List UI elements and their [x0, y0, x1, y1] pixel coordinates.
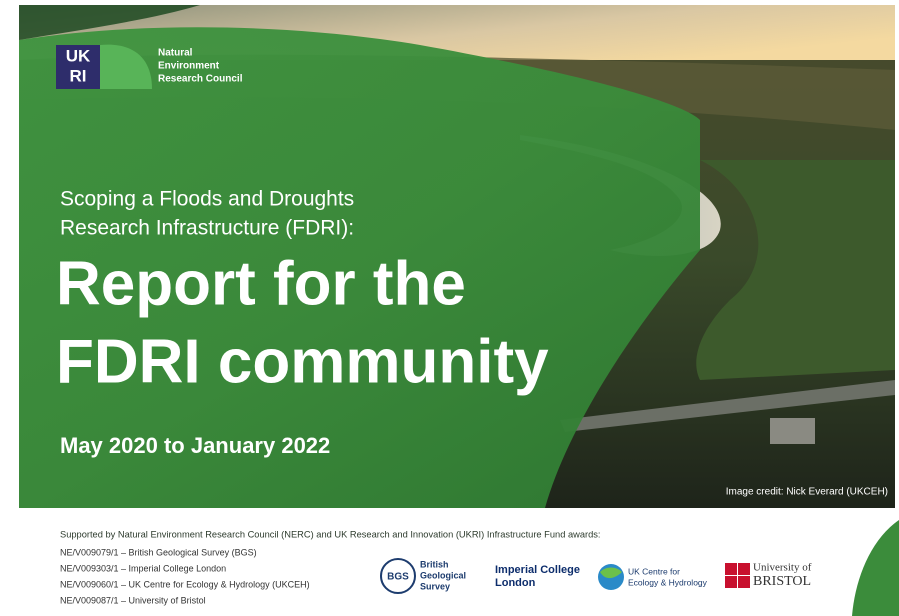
subtitle: Research Infrastructure (FDRI): — [60, 217, 354, 240]
supported-text: Supported by Natural Environment Researc… — [60, 529, 601, 539]
ukri-mark: UK — [66, 46, 91, 65]
partner-name: University of — [753, 562, 812, 574]
partner-name: Ecology & Hydrology — [628, 577, 708, 587]
bgs-logo: BGS British Geological Survey — [380, 558, 466, 594]
corner-accent — [852, 520, 899, 616]
partner-name: Survey — [420, 581, 450, 591]
image-credit: Image credit: Nick Everard (UKCEH) — [726, 487, 888, 498]
partner-name: Geological — [420, 570, 466, 580]
partner-name: BRISTOL — [753, 574, 811, 589]
subtitle: Scoping a Floods and Droughts — [60, 188, 354, 211]
award: NE/V009060/1 – UK Centre for Ecology & H… — [60, 579, 310, 589]
imperial-logo: Imperial College London — [495, 564, 580, 589]
bristol-logo: University of BRISTOL — [725, 562, 812, 589]
council-name: Research Council — [158, 74, 243, 85]
ukri-mark-box — [56, 45, 100, 89]
partner-name: London — [495, 577, 536, 589]
green-overlay — [19, 27, 700, 509]
award: NE/V009303/1 – Imperial College London — [60, 563, 226, 573]
council-name: Environment — [158, 61, 220, 72]
title: FDRI community — [56, 327, 549, 396]
partner-name: Imperial College — [495, 564, 580, 576]
partner-name: UK Centre for — [628, 566, 680, 576]
ukceh-logo: UK Centre for Ecology & Hydrology — [598, 564, 708, 590]
partner-name: British — [420, 559, 449, 569]
award: NE/V009087/1 – University of Bristol — [60, 595, 206, 605]
title: Report for the — [56, 249, 466, 318]
bgs-badge: BGS — [387, 572, 409, 583]
ukri-leaf — [100, 44, 152, 89]
ukri-mark: RI — [70, 66, 87, 85]
council-name: Natural — [158, 48, 193, 59]
dates: May 2020 to January 2022 — [60, 433, 330, 458]
ukri-logo: UK RI Natural Environment Research Counc… — [56, 44, 243, 89]
award: NE/V009079/1 – British Geological Survey… — [60, 547, 257, 557]
dark-hill — [19, 5, 200, 40]
